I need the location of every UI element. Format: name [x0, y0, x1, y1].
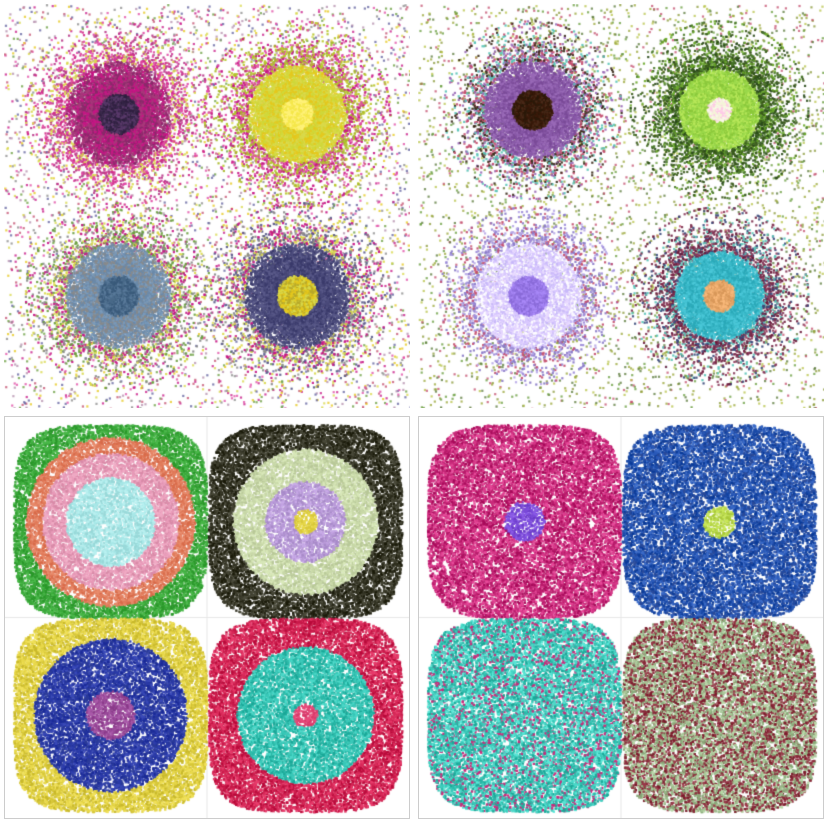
scatter-canvas-tr: [418, 4, 824, 408]
scatter-canvas-tl: [4, 4, 410, 408]
scatter-canvas-br: [418, 416, 824, 819]
panel-bottom-left: [4, 416, 410, 819]
panel-top-left: [4, 4, 410, 408]
scatter-canvas-bl: [4, 416, 410, 819]
figure-grid: [0, 0, 828, 823]
panel-bottom-right: [418, 416, 824, 819]
panel-top-right: [418, 4, 824, 408]
